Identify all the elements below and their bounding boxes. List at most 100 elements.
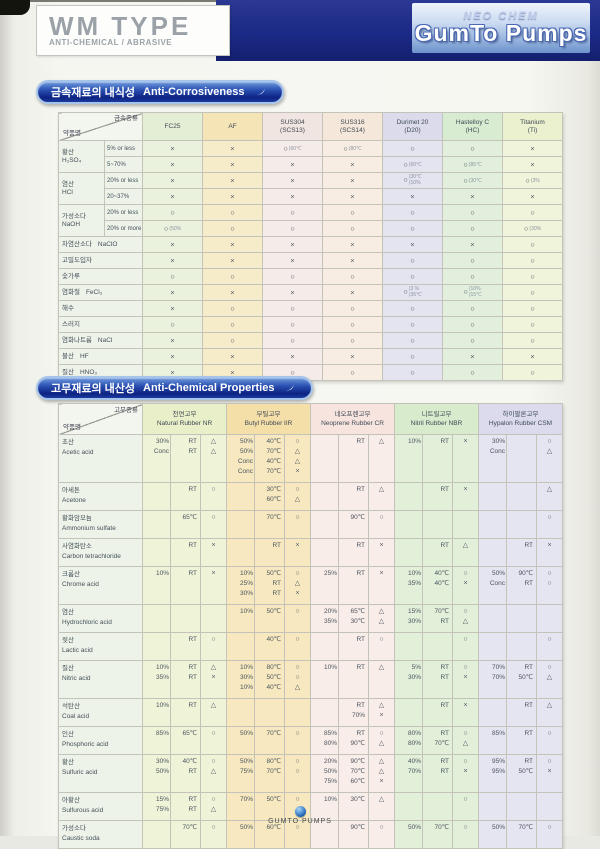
rating-symbol: ○ [283, 144, 288, 153]
rating-symbol: ○ [295, 824, 300, 831]
rating-note: (80℃ [349, 146, 362, 152]
rating-note: (3% [530, 177, 540, 184]
table-row: 염화나트륨 NaCl × ○ ○ ○ ○ ○ ○ [58, 332, 563, 349]
table-row: 가성소다 NaOH 20% or less ○ ○ ○ ○ ○ ○ ○ [58, 204, 563, 237]
chemical-name-kr: 차염산소다 [62, 240, 92, 248]
rating-cell: ○ [442, 140, 503, 157]
rating-cell: ○ (60℃ [262, 140, 323, 157]
concentration-condition: 20% or less [104, 204, 143, 221]
temperature-value: 65℃ [350, 608, 365, 615]
metal-column-header-line: Durimet 20 [396, 118, 429, 126]
rating-cell: ○ [382, 316, 443, 333]
concentration-value: 10% [239, 608, 253, 615]
rating-cell: × [322, 348, 383, 365]
temperature-value: RT [188, 702, 197, 709]
rating-symbol: △ [378, 702, 385, 709]
rating-cell: ○ (85℃ [442, 156, 503, 173]
temperature-value: RT [440, 674, 449, 681]
concentration-cell [310, 510, 339, 539]
rating-symbol: ○ [530, 208, 535, 217]
rating-symbol: × [170, 368, 175, 377]
metal-column-header-line: FC25 [164, 122, 181, 130]
table-row: 석탄산 Coal acid 10% RT △ RT 70% △ × RT × RT △ [58, 698, 563, 727]
rating-cell: △ △ [200, 434, 227, 483]
rating-symbol: ○ [523, 224, 529, 233]
chemical-name: 인산 Phosphoric acid [58, 726, 143, 755]
table-row: 젖산 Lactic acid RT ○ 40℃ ○ RT ○ ○ ○ [58, 632, 563, 661]
rating-symbol: × [230, 288, 235, 297]
concentration-cell [226, 698, 255, 727]
rating-cell: × [502, 188, 563, 205]
metal-column-header: AF [202, 112, 263, 141]
rating-cell: × [368, 566, 395, 605]
temperature-value: 90℃ [518, 570, 533, 577]
rating-symbol: △ [378, 664, 385, 671]
chemical-name-kr: 젖산 [62, 637, 74, 644]
chemical-name: 염화철 FeCl₃ [58, 284, 143, 301]
rating-symbol: ○ [350, 272, 355, 281]
rating-symbol: ○ [530, 272, 535, 281]
concentration-value [312, 485, 338, 495]
rating-cell: × [442, 348, 503, 365]
chemical-name-kr: 황산 [62, 759, 74, 766]
rating-cell: △ [536, 698, 563, 727]
chemical-name: 사염화탄소 Carbon tetrachloride [58, 538, 143, 567]
temperature-value: 70℃ [266, 468, 281, 475]
rating-cell: ○ [502, 332, 563, 349]
rating-symbol: ○ [547, 758, 552, 765]
rubber-chemical-table: 고무종류 약품명 천연고무 Natural Rubber NR 부틸고무 Butyl Ru… [58, 403, 563, 849]
chemical-name-en: Sulfuric acid [62, 768, 98, 776]
concentration-value [144, 635, 170, 645]
temperature-value: 70℃ [266, 730, 281, 737]
concentration-condition: 5% or less [104, 140, 143, 157]
temperature-value: RT [272, 590, 281, 597]
rating-note-line: (10% [468, 286, 481, 293]
rating-symbol: × [170, 176, 175, 185]
metal-column-header-line: SUS304 [280, 118, 305, 126]
temperature-value: RT [356, 702, 365, 709]
rating-symbol: △ [378, 796, 385, 803]
rating-symbol: ○ [295, 438, 300, 445]
chemical-name-kr: 아세톤 [62, 487, 80, 494]
chemical-name: 아세톤 Acetone [58, 482, 143, 511]
rating-symbol: ○ [295, 758, 300, 765]
concentration-cell [142, 538, 171, 567]
temperature-value [508, 447, 534, 457]
temperature-value: RT [188, 796, 197, 803]
rating-note: (60℃ [409, 162, 422, 168]
rating-symbol: × [295, 590, 300, 597]
temperature-value: RT [188, 674, 197, 681]
chemical-formula: NaClO [97, 240, 118, 248]
temperature-value: 70% [351, 712, 365, 719]
rating-cell: × [502, 156, 563, 173]
rating-symbol: ○ [379, 514, 384, 521]
temperature-cell: 50℃ [254, 792, 285, 821]
pill-swoosh-icon [285, 384, 295, 391]
rating-cell: △ △ × [368, 754, 395, 793]
rating-cell: ○ [502, 300, 563, 317]
concentration-value: 10% [155, 664, 169, 671]
rating-symbol: ○ [463, 636, 468, 643]
rubber-column-header-line: Nitril Rubber NBR [410, 420, 463, 427]
rating-cell: ○ × [536, 754, 563, 793]
rating-cell: × [200, 538, 227, 567]
temperature-value: 70℃ [434, 740, 449, 747]
rating-symbol: ○ [530, 288, 535, 297]
rubber-column-header-line: 하이팔론고무 [502, 411, 539, 418]
temperature-cell: RT [338, 538, 369, 567]
rating-symbol: ○ [470, 368, 475, 377]
rating-cell: ○ [442, 364, 503, 381]
rubber-column-header: 니트릴고무 Nitril Rubber NBR [394, 403, 479, 435]
temperature-value: 70℃ [518, 824, 533, 831]
temperature-value [508, 635, 534, 645]
concentration-value: Conc [489, 448, 505, 455]
concentration-cell [478, 632, 507, 661]
rating-cell: ○ [262, 332, 323, 349]
rating-symbol: ○ [170, 272, 175, 281]
rubber-column-header: 하이팔론고무 Hypalon Rubber CSM [478, 403, 563, 435]
temperature-value [508, 437, 534, 447]
rating-note-line: (3% [530, 177, 540, 184]
rubber-column-header-line: Butyl Rubber IIR [244, 420, 293, 427]
metal-column-header-line: (D20) [404, 126, 421, 134]
rating-symbol: ○ [525, 176, 530, 185]
